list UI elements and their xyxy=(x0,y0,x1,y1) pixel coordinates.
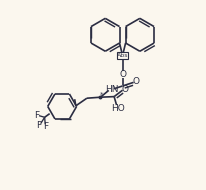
Text: O: O xyxy=(132,77,139,86)
FancyBboxPatch shape xyxy=(116,52,128,59)
Text: *: * xyxy=(100,92,103,98)
Text: O: O xyxy=(121,85,128,94)
Text: Abs: Abs xyxy=(116,53,128,58)
Text: F: F xyxy=(34,111,39,120)
Text: HO: HO xyxy=(110,104,124,112)
Text: F: F xyxy=(36,121,41,130)
Text: O: O xyxy=(118,70,125,79)
Text: HN: HN xyxy=(104,85,118,94)
Text: F: F xyxy=(43,122,48,131)
